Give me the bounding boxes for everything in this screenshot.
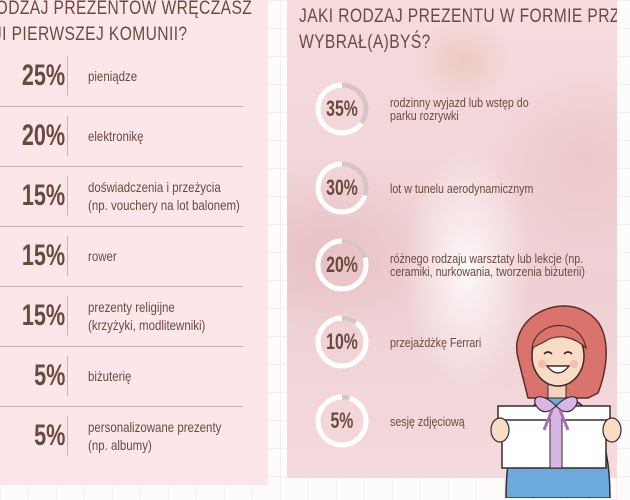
row-divider xyxy=(67,416,68,456)
row-label: biżuterię xyxy=(88,368,132,384)
experience-item: 10% przejażdżkę Ferrari xyxy=(287,313,617,373)
ring-graphic xyxy=(315,161,369,215)
row-percentage: 5% xyxy=(33,359,65,392)
progress-ring: 10% xyxy=(313,313,371,371)
gift-row: 15% rower xyxy=(0,226,243,287)
row-divider xyxy=(67,56,68,96)
ring-progress-arc xyxy=(315,394,369,448)
row-percentage: 20% xyxy=(21,119,65,152)
ring-progress-arc xyxy=(315,82,369,136)
row-label: pieniądze xyxy=(88,68,138,84)
experience-label: różnego rodzaju warsztaty lub lekcje (np… xyxy=(390,251,585,279)
experience-gifts-panel: Jaki rodzaj prezentu w formie przeżyć wy… xyxy=(287,0,617,478)
row-percentage: 15% xyxy=(21,299,65,332)
ring-percentage: 20% xyxy=(326,252,358,277)
row-divider xyxy=(67,356,68,396)
row-label: doświadczenia i przeżycia (np. vouchery … xyxy=(88,179,240,213)
row-label: rower xyxy=(88,248,117,264)
gift-row: 15% doświadczenia i przeżycia (np. vouch… xyxy=(0,166,243,227)
ring-graphic xyxy=(315,82,369,136)
ring-percentage: 35% xyxy=(326,96,358,121)
gift-row: 5% biżuterię xyxy=(0,346,243,407)
row-percentage: 15% xyxy=(21,239,65,272)
row-percentage: 25% xyxy=(21,59,65,92)
experience-item: 20% różnego rodzaju warsztaty lub lekcje… xyxy=(287,236,617,296)
girl-with-gift-illustration xyxy=(490,305,622,498)
right-panel-title: Jaki rodzaj prezentu w formie przeżyć wy… xyxy=(299,6,617,53)
ring-graphic xyxy=(315,394,369,448)
progress-ring: 35% xyxy=(313,80,371,138)
ring-percentage: 5% xyxy=(330,408,354,433)
ring-percentage: 10% xyxy=(326,329,358,354)
ring-progress-arc xyxy=(315,161,369,215)
row-label: personalizowane prezenty (np. albumy) xyxy=(88,419,222,453)
gift-types-panel: rodzaj prezentów wręczasz zji pierwszej … xyxy=(0,0,268,485)
ring-progress-arc xyxy=(315,238,369,292)
experience-label: sesję zdjęciową xyxy=(390,413,465,429)
ring-percentage: 30% xyxy=(326,175,358,200)
experience-item: 30% lot w tunelu aerodynamicznym xyxy=(287,159,617,219)
row-divider xyxy=(67,176,68,216)
row-divider xyxy=(67,236,68,276)
experience-item: 5% sesję zdjęciową xyxy=(287,392,617,452)
experience-label: lot w tunelu aerodynamicznym xyxy=(390,180,534,196)
ring-graphic xyxy=(315,238,369,292)
gift-row: 5% personalizowane prezenty (np. albumy) xyxy=(0,406,243,466)
gift-row: 25% pieniądze xyxy=(0,46,243,107)
left-panel-title: rodzaj prezentów wręczasz zji pierwszej … xyxy=(0,0,253,45)
gift-row: 15% prezenty religijne (krzyżyki, modlit… xyxy=(0,286,243,347)
row-label: elektronikę xyxy=(88,128,144,144)
experience-item: 35% rodzinny wyjazd lub wstęp do parku r… xyxy=(287,80,617,140)
ring-progress-arc xyxy=(315,315,369,369)
gift-row: 20% elektronikę xyxy=(0,106,243,167)
row-divider xyxy=(67,296,68,336)
row-percentage: 5% xyxy=(33,419,65,452)
row-divider xyxy=(67,116,68,156)
ring-graphic xyxy=(315,315,369,369)
progress-ring: 5% xyxy=(313,392,371,450)
row-label: prezenty religijne (krzyżyki, modlitewni… xyxy=(88,299,206,333)
experience-label: rodzinny wyjazd lub wstęp do parku rozry… xyxy=(390,95,529,123)
experience-label: przejażdżkę Ferrari xyxy=(390,334,482,350)
progress-ring: 20% xyxy=(313,236,371,294)
row-percentage: 15% xyxy=(21,179,65,212)
progress-ring: 30% xyxy=(313,159,371,217)
